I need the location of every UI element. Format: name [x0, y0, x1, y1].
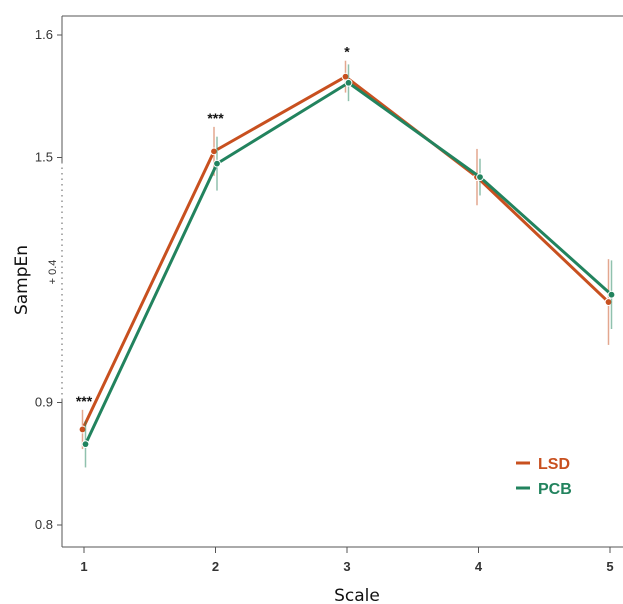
legend-label: PCB [538, 481, 572, 498]
data-point [81, 440, 90, 449]
significance-marker: *** [76, 393, 93, 409]
x-tick-label: 5 [606, 559, 613, 574]
significance-marker: * [344, 44, 350, 60]
y-tick-label: 1.6 [35, 27, 53, 42]
series-lsd [78, 60, 613, 450]
data-point [213, 159, 221, 168]
legend-item-lsd: LSD [516, 456, 570, 473]
y-tick-label: 0.9 [35, 395, 53, 410]
series-layer [78, 60, 616, 468]
x-tick-label: 3 [343, 559, 350, 574]
y-axis-title: SampEn [12, 245, 32, 315]
series-pcb [81, 64, 616, 468]
axes: 0.8 0.9 1.5 1.6 1 2 3 4 5 [35, 15, 623, 574]
axis-break-label: + 0.4 [47, 260, 59, 285]
y-tick-label: 1.5 [35, 150, 53, 165]
significance-marker: *** [207, 110, 224, 126]
series-line [81, 75, 610, 431]
x-tick-label: 4 [475, 559, 483, 574]
legend-item-pcb: PCB [516, 481, 572, 498]
y-tick-label: 0.8 [35, 517, 53, 532]
annotations: ******* [76, 44, 350, 409]
x-tick-label: 2 [212, 559, 219, 574]
legend: LSD PCB [516, 456, 572, 498]
x-axis-title: Scale [334, 586, 380, 604]
data-point [476, 173, 484, 182]
series-line [84, 81, 613, 445]
data-point [344, 78, 353, 87]
data-point [607, 290, 616, 299]
x-tick-label: 1 [80, 559, 87, 574]
legend-label: LSD [538, 456, 570, 473]
